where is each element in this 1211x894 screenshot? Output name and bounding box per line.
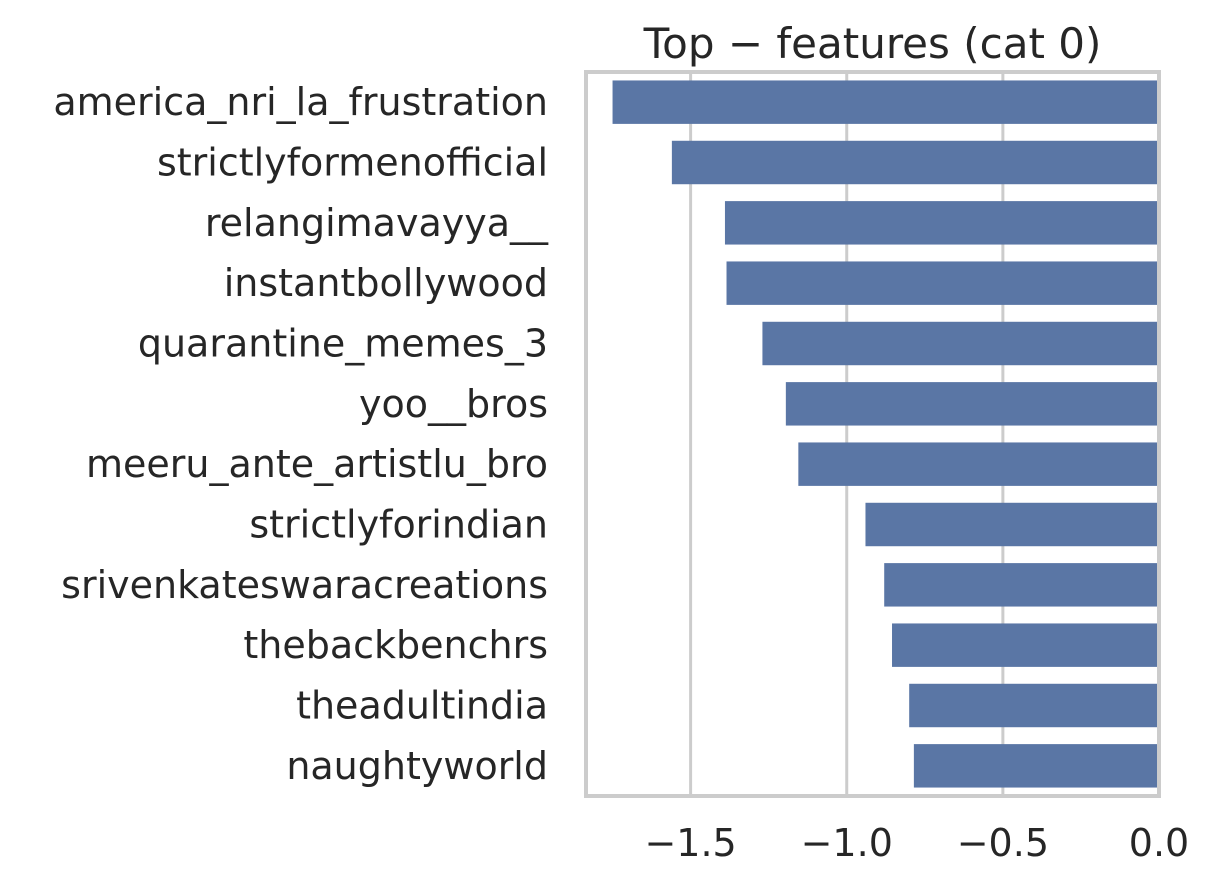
category-label: america_nri_la_frustration <box>53 80 548 124</box>
x-tick-label: −0.5 <box>957 821 1049 865</box>
category-label: strictlyformenofficial <box>157 141 548 185</box>
bar <box>762 321 1159 366</box>
category-label: strictlyforindian <box>249 503 548 547</box>
bars <box>612 80 1159 788</box>
bar <box>798 442 1159 486</box>
x-tick-labels: −1.5 −1.0 −0.5 0.0 <box>644 821 1189 865</box>
category-label: naughtyworld <box>286 744 548 788</box>
bar <box>671 140 1159 185</box>
bar <box>892 623 1159 667</box>
category-label: yoo__bros <box>359 382 548 426</box>
bar <box>909 683 1159 728</box>
chart-title: Top − features (cat 0) <box>643 19 1102 68</box>
bar <box>913 744 1159 788</box>
category-label: srivenkateswaracreations <box>61 563 548 607</box>
bar <box>865 502 1159 547</box>
x-tick-label: −1.0 <box>801 821 893 865</box>
category-label: quarantine_memes_3 <box>138 322 548 366</box>
bar <box>726 261 1159 305</box>
x-tick-label: −1.5 <box>644 821 736 865</box>
category-label: relangimavayya__ <box>205 201 549 245</box>
bar <box>724 201 1159 245</box>
category-label: instantbollywood <box>224 261 548 305</box>
category-labels: america_nri_la_frustration strictlyformen… <box>53 80 549 788</box>
category-label: thebackbenchrs <box>243 623 548 667</box>
category-label: theadultindia <box>296 684 548 728</box>
bar <box>612 80 1159 124</box>
category-label: meeru_ante_artistlu_bro <box>86 442 548 486</box>
x-tick-label: 0.0 <box>1129 821 1189 865</box>
bar <box>884 563 1159 607</box>
plot-frame <box>584 70 1161 798</box>
bar <box>785 382 1159 426</box>
